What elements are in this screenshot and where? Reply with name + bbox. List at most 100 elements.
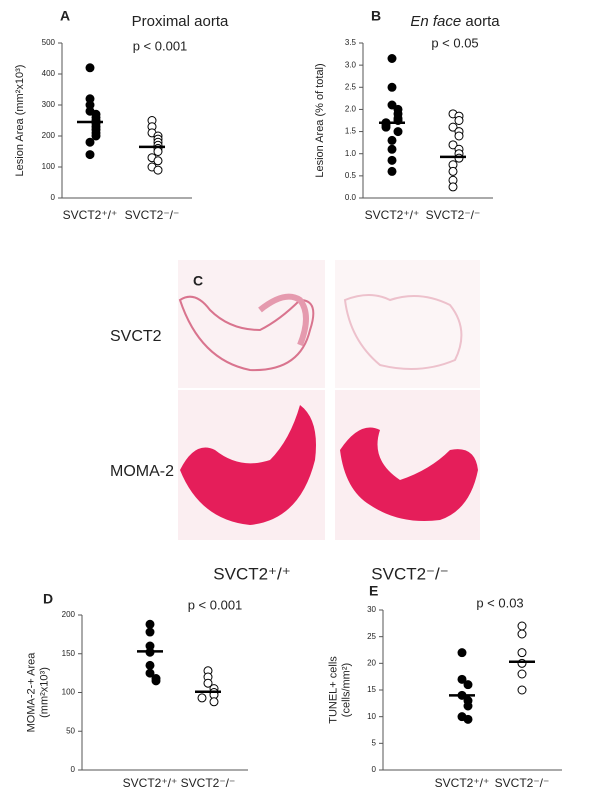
- tissue-stain: [180, 405, 316, 525]
- y-tick-label: 5: [372, 738, 377, 747]
- x-tick-label: SVCT2⁺/⁺: [435, 776, 490, 790]
- chart-title: Proximal aorta: [132, 13, 229, 30]
- data-point: [387, 135, 397, 145]
- y-tick-label: 20: [367, 658, 376, 667]
- data-point: [517, 621, 527, 631]
- x-tick-label: SVCT2⁻/⁻: [426, 208, 481, 222]
- x-tick-label: SVCT2⁻/⁻: [181, 776, 236, 790]
- chart-title: En face aorta: [410, 13, 500, 30]
- p-value: p < 0.001: [188, 597, 243, 612]
- data-point: [381, 122, 391, 132]
- tissue-outline: [343, 294, 463, 370]
- image-svct2-ko: [335, 260, 480, 388]
- y-tick-label: 2.0: [345, 105, 357, 114]
- data-point: [145, 660, 155, 670]
- x-tick-label: SVCT2⁻/⁻: [495, 776, 550, 790]
- data-point: [153, 165, 163, 175]
- tissue-outline: [178, 295, 315, 372]
- x-tick-label: SVCT2⁺/⁺: [365, 208, 420, 222]
- y-tick-label: 200: [42, 131, 56, 140]
- y-tick-label: 3.5: [345, 38, 357, 47]
- y-axis-label: Lesion Area (% of total): [314, 63, 326, 177]
- y-tick-label: 0.0: [345, 193, 357, 202]
- y-tick-label: 0: [372, 765, 377, 774]
- p-value: p < 0.05: [431, 35, 478, 50]
- data-point: [387, 54, 397, 63]
- data-point: [145, 627, 155, 637]
- y-tick-label: 0.5: [345, 171, 357, 180]
- image-svct2-wt: [178, 260, 325, 388]
- y-axis-label: (mm²x10³): [38, 667, 50, 718]
- data-point: [457, 674, 467, 684]
- y-axis-label: MOMA-2-+ Area: [25, 652, 37, 733]
- y-tick-label: 2.5: [345, 82, 357, 91]
- data-point: [517, 629, 527, 639]
- panel-letter: C: [193, 273, 203, 289]
- data-point: [454, 116, 464, 125]
- data-point: [387, 144, 397, 154]
- y-tick-label: 25: [367, 632, 376, 641]
- chart-title-text: Proximal aorta: [132, 13, 229, 30]
- data-point: [454, 131, 464, 141]
- y-tick-label: 1.0: [345, 149, 357, 158]
- data-point: [463, 701, 473, 711]
- data-point: [85, 137, 95, 147]
- data-point: [448, 140, 458, 150]
- y-tick-label: 200: [62, 610, 76, 619]
- p-value: p < 0.03: [476, 595, 523, 610]
- data-point: [153, 147, 163, 156]
- column-label: SVCT2⁻/⁻: [371, 564, 448, 583]
- data-point: [517, 648, 527, 658]
- data-point: [387, 155, 397, 165]
- panel-letter: A: [60, 8, 70, 24]
- y-axis-label: (cells/mm²): [340, 663, 352, 717]
- data-point: [203, 678, 213, 688]
- data-point: [517, 685, 527, 695]
- y-tick-label: 150: [62, 649, 76, 658]
- data-point: [85, 150, 95, 160]
- data-point: [153, 156, 163, 166]
- row-label: SVCT2: [110, 328, 162, 345]
- p-value: p < 0.001: [133, 38, 188, 53]
- y-tick-label: 100: [62, 688, 76, 697]
- data-point: [393, 127, 403, 137]
- data-point: [448, 166, 458, 176]
- panel-letter: D: [43, 591, 53, 607]
- y-tick-label: 50: [66, 726, 75, 735]
- data-point: [387, 100, 397, 110]
- data-point: [387, 82, 397, 92]
- data-point: [91, 131, 101, 141]
- histology-images: [178, 260, 480, 540]
- data-point: [517, 669, 527, 679]
- data-point: [145, 619, 155, 629]
- y-axis-label: Lesion Area (mm²x10³): [14, 65, 26, 177]
- x-tick-label: SVCT2⁺/⁺: [123, 776, 178, 790]
- data-point: [209, 697, 219, 707]
- data-point: [145, 668, 155, 678]
- panel-letter: B: [371, 8, 381, 24]
- y-tick-label: 10: [367, 712, 376, 721]
- y-tick-label: 500: [42, 38, 56, 47]
- data-point: [197, 693, 207, 703]
- x-tick-label: SVCT2⁻/⁻: [125, 208, 180, 222]
- panel-letter: E: [369, 583, 378, 599]
- y-tick-label: 30: [367, 605, 376, 614]
- y-tick-label: 1.5: [345, 127, 357, 136]
- row-label: MOMA-2: [110, 463, 174, 480]
- y-tick-label: 15: [367, 685, 376, 694]
- chart-title-text: aorta: [465, 13, 500, 30]
- y-tick-label: 300: [42, 100, 56, 109]
- chart-title-italic: En face: [410, 13, 461, 30]
- tissue-stain: [340, 427, 478, 521]
- data-point: [454, 153, 464, 163]
- data-point: [85, 63, 95, 73]
- data-point: [151, 676, 161, 686]
- data-point: [457, 648, 467, 658]
- data-point: [448, 122, 458, 132]
- tissue-outline: [258, 293, 309, 347]
- y-axis-label: TUNEL+ cells: [327, 656, 339, 724]
- column-label: SVCT2⁺/⁺: [213, 564, 290, 583]
- y-tick-label: 0: [71, 765, 76, 774]
- x-tick-label: SVCT2⁺/⁺: [63, 208, 118, 222]
